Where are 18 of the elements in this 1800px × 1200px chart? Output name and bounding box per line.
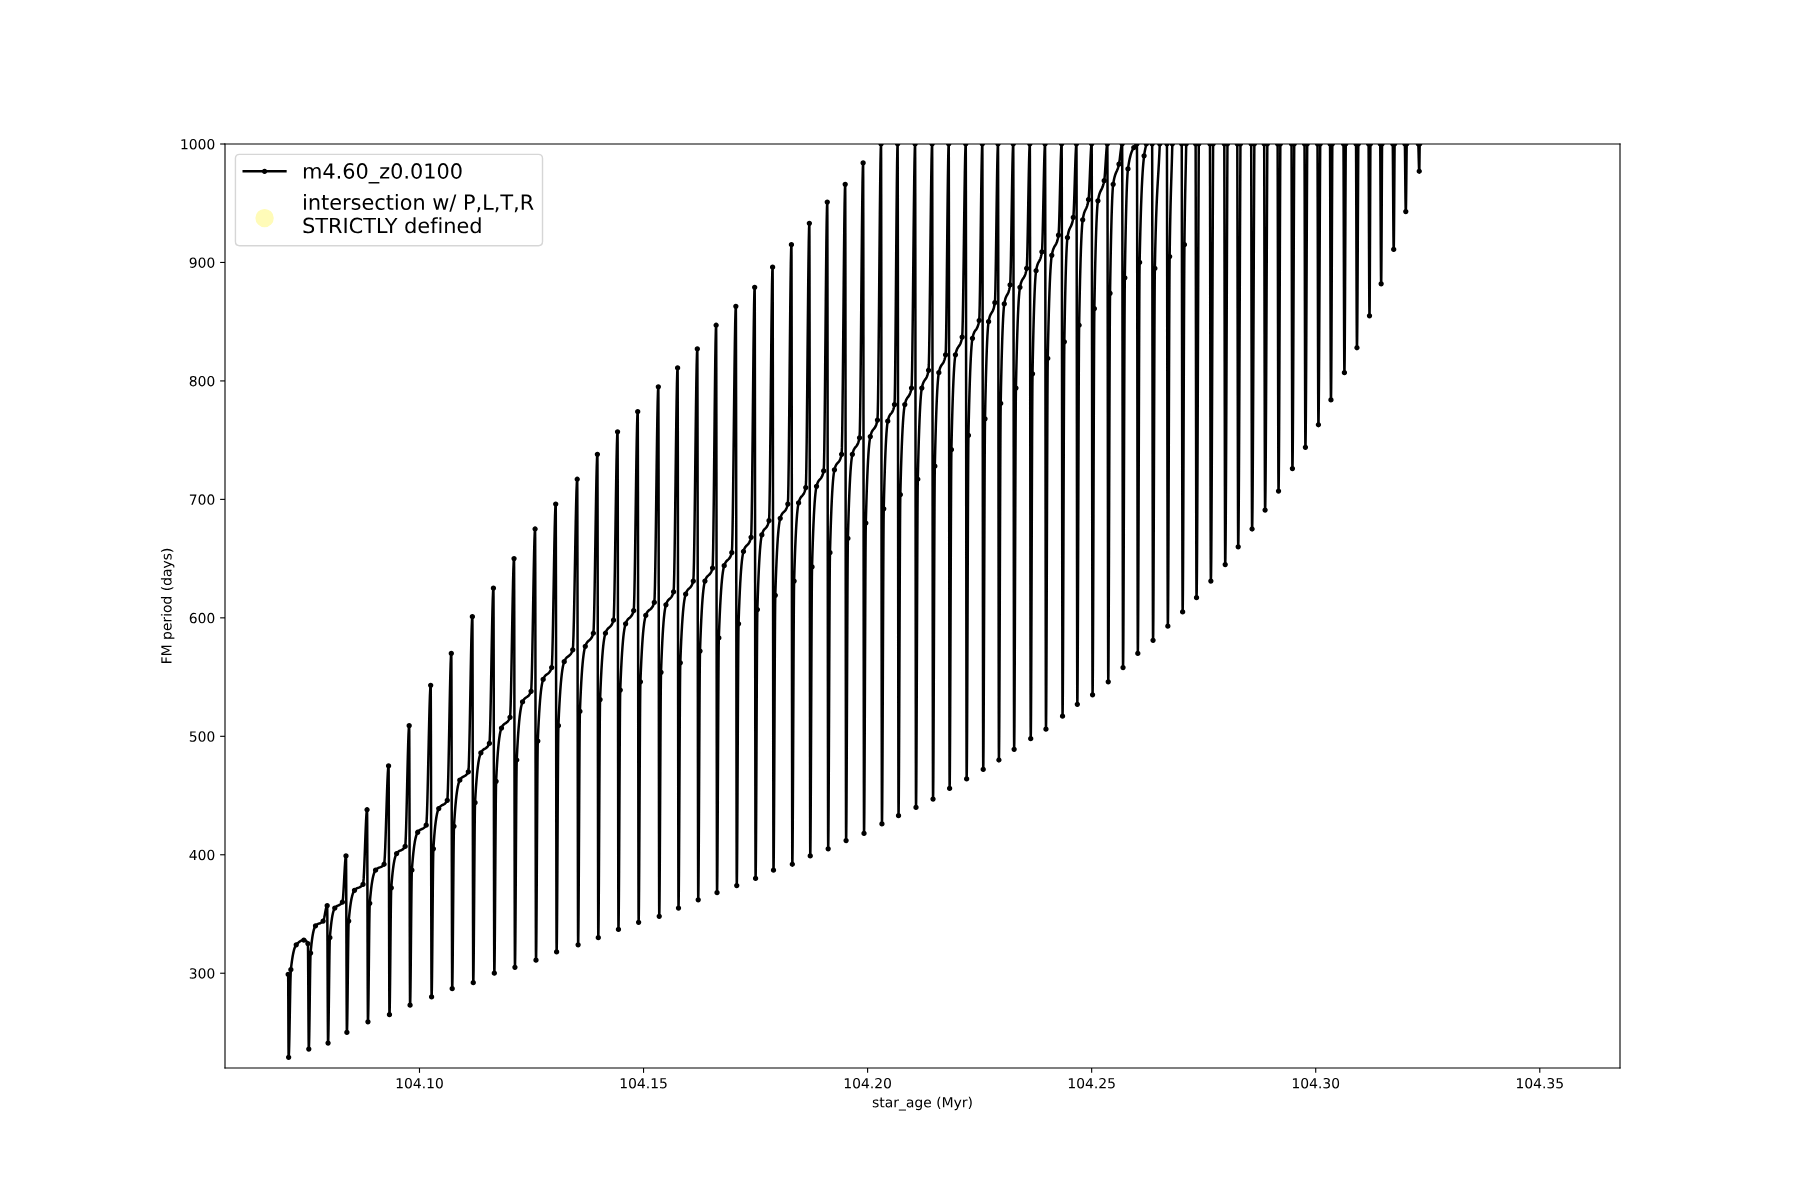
y-tick-label: 700: [189, 494, 215, 505]
y-tick-label: 300: [189, 968, 215, 979]
y-tick-label: 400: [189, 849, 215, 861]
y-tick-label: 500: [189, 731, 215, 742]
y-tick-label: 1000: [181, 138, 215, 150]
x-tick-label: 104.25: [1068, 1077, 1115, 1089]
x-tick-label: 104.35: [1517, 1077, 1563, 1089]
y-tick-label: 600: [189, 612, 215, 624]
y-tick-label: 800: [189, 375, 215, 387]
x-tick-label: 104.20: [844, 1077, 891, 1089]
y-tick-label: 900: [189, 257, 215, 268]
y-axis-title: FM period (days): [160, 548, 175, 663]
x-tick-label: 104.30: [1292, 1077, 1340, 1089]
x-axis-title: star_age (Myr): [872, 1096, 972, 1111]
x-tick-label: 104.10: [396, 1077, 443, 1089]
legend-label: intersection w/ P,L,T,R STRICTLY defined: [303, 193, 534, 234]
legend-label: m4.60_z0.0100: [303, 163, 462, 184]
x-tick-label: 104.15: [620, 1077, 667, 1089]
